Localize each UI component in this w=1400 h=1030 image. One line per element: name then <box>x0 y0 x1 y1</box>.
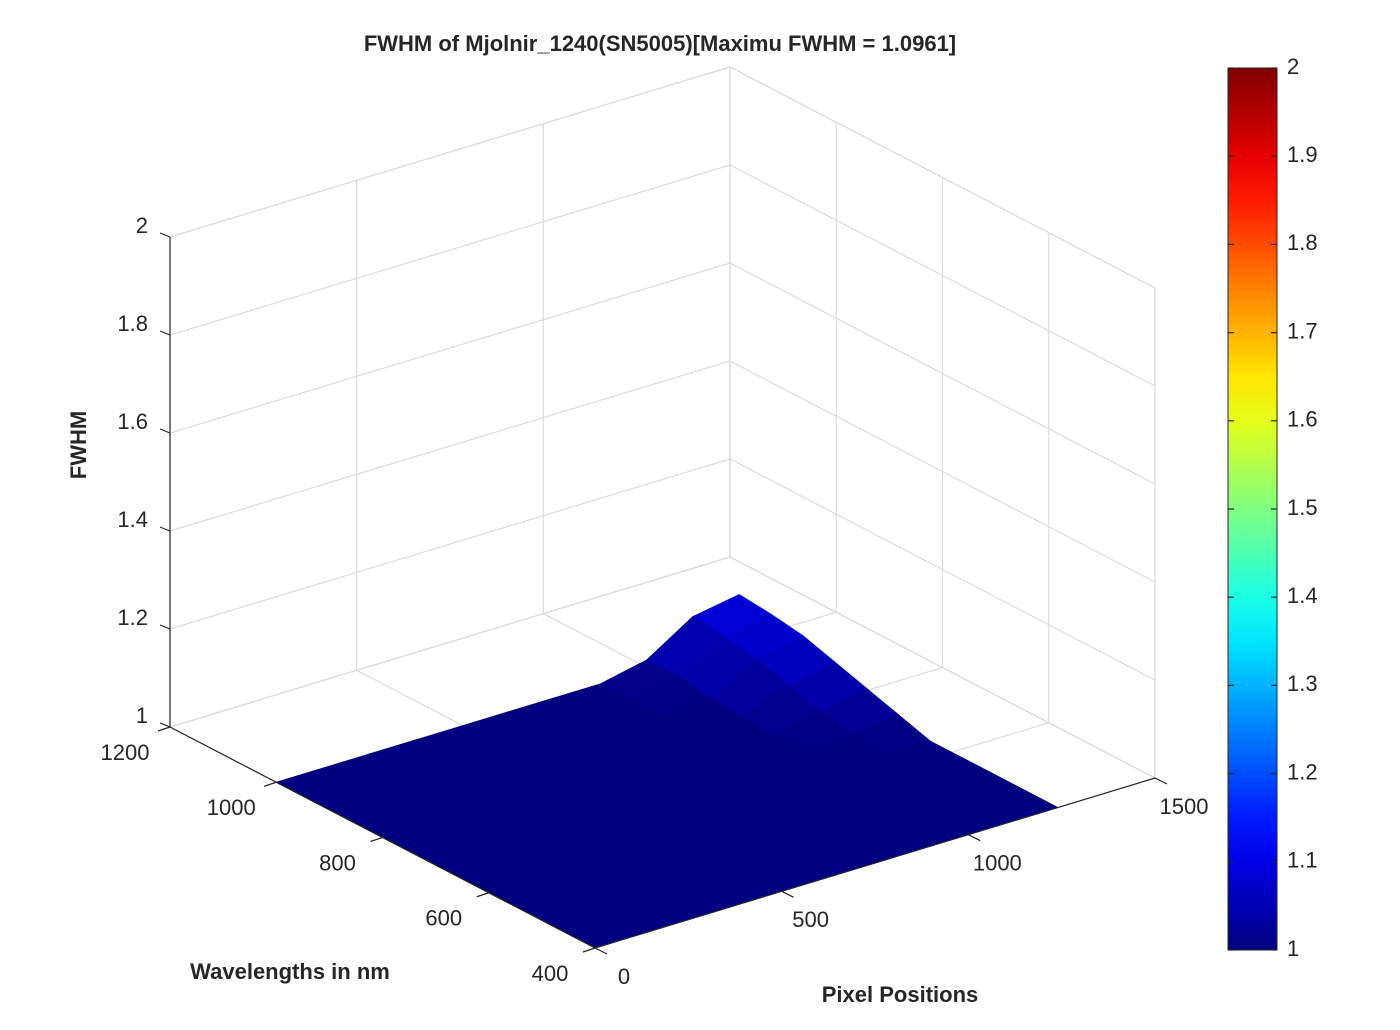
grid-line <box>729 360 1156 583</box>
y-tick-label: 600 <box>425 906 462 931</box>
colorbar-tick-label: 1.8 <box>1287 230 1318 255</box>
z-tick <box>159 624 171 630</box>
grid-line <box>169 556 731 728</box>
x-tick-label: 0 <box>618 964 630 989</box>
x-tick <box>1154 777 1168 785</box>
colorbar-tick-label: 1.4 <box>1287 583 1318 608</box>
z-tick-label: 2 <box>136 213 148 238</box>
colorbar-tick-label: 1.2 <box>1287 759 1318 784</box>
colorbar-tick-label: 1.7 <box>1287 318 1318 343</box>
y-tick <box>370 836 383 843</box>
z-tick <box>159 722 171 728</box>
x-tick <box>968 834 981 842</box>
y-tick-label: 800 <box>319 850 356 875</box>
grid-line <box>169 66 731 238</box>
z-tick <box>159 232 171 238</box>
x-tick-label: 1000 <box>973 850 1022 875</box>
colorbar-tick-label: 1.6 <box>1287 407 1318 432</box>
y-tick <box>157 726 171 732</box>
colorbar-tick-label: 1.9 <box>1287 142 1318 167</box>
y-tick <box>264 781 277 787</box>
grid-line <box>169 262 731 434</box>
z-tick-label: 1.4 <box>117 507 148 532</box>
z-axis-label: FWHM <box>66 411 91 479</box>
x-tick-label: 500 <box>792 907 829 932</box>
grid-line <box>729 164 1156 387</box>
y-axis-label: Wavelengths in nm <box>190 959 390 984</box>
x-axis-line <box>594 777 1156 949</box>
colorbar-tick-label: 1.3 <box>1287 671 1318 696</box>
x-tick <box>781 890 794 898</box>
colorbar-tick-label: 1 <box>1287 936 1299 961</box>
z-tick-label: 1 <box>136 703 148 728</box>
z-tick <box>159 526 171 532</box>
y-tick <box>582 947 596 953</box>
grid-line <box>169 164 731 336</box>
colorbar <box>1227 67 1278 951</box>
grid-line <box>729 556 1156 779</box>
y-tick <box>476 892 489 898</box>
grid-line <box>169 458 731 630</box>
z-tick <box>159 330 171 336</box>
y-tick-label: 1200 <box>101 740 150 765</box>
chart-title: FWHM of Mjolnir_1240(SN5005)[Maximu FWHM… <box>364 31 956 56</box>
colorbar-tick-label: 1.1 <box>1287 848 1318 873</box>
z-tick-label: 1.8 <box>117 311 148 336</box>
colorbar-tick-label: 1.5 <box>1287 495 1318 520</box>
grid-line <box>729 458 1156 681</box>
z-tick-label: 1.6 <box>117 409 148 434</box>
x-tick-label: 1500 <box>1160 794 1209 819</box>
colorbar-tick-label: 2 <box>1287 54 1299 79</box>
x-tick <box>594 947 608 955</box>
x-axis-label: Pixel Positions <box>822 982 979 1007</box>
z-tick <box>159 428 171 434</box>
grid-line <box>729 66 1156 289</box>
y-tick-label: 400 <box>532 961 569 986</box>
grid-line <box>169 360 731 532</box>
grid-line <box>729 262 1156 485</box>
z-tick-label: 1.2 <box>117 605 148 630</box>
y-tick-label: 1000 <box>207 795 256 820</box>
